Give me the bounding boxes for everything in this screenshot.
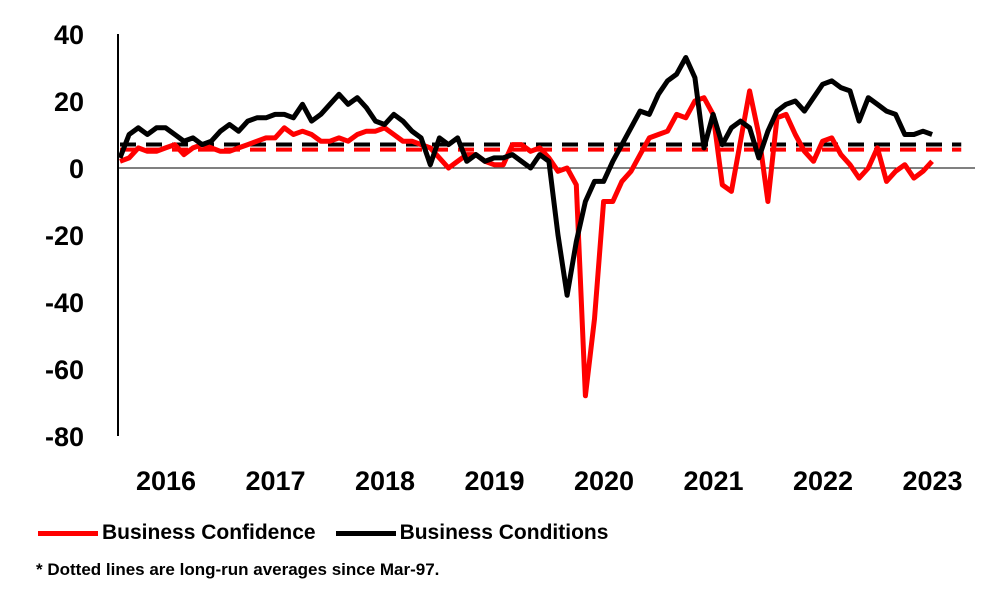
x-tick-label: 2020 xyxy=(574,466,634,496)
x-tick-label: 2022 xyxy=(793,466,853,496)
series-line-business-confidence xyxy=(119,88,934,399)
x-tick-label: 2019 xyxy=(464,466,524,496)
legend-swatch-black xyxy=(335,530,396,536)
x-tick-label: 2016 xyxy=(136,466,196,496)
legend-swatch-red xyxy=(38,530,98,536)
legend-item-business-conditions: Business Conditions xyxy=(335,521,609,545)
y-tick-label: -80 xyxy=(45,422,84,452)
y-tick-label: 0 xyxy=(69,154,84,184)
y-tick-label: 40 xyxy=(54,20,84,50)
y-tick-label: 20 xyxy=(54,87,84,117)
y-axis-ticks: 40 20 0 -20 -40 -60 -80 xyxy=(45,20,84,452)
y-tick-label: -60 xyxy=(45,355,84,385)
x-tick-label: 2021 xyxy=(683,466,743,496)
x-axis-ticks: 2016 2017 2018 2019 2020 2021 2022 2023 xyxy=(136,466,963,496)
series-lines xyxy=(117,55,934,399)
legend-label-business-conditions: Business Conditions xyxy=(399,521,609,544)
legend-label-business-confidence: Business Confidence xyxy=(102,521,316,544)
legend: Business Confidence Business Conditions xyxy=(38,521,628,545)
y-tick-label: -40 xyxy=(45,288,84,318)
x-tick-label: 2023 xyxy=(902,466,962,496)
x-tick-label: 2018 xyxy=(355,466,415,496)
footnote: * Dotted lines are long-run averages sin… xyxy=(36,560,440,579)
series-line-business-conditions xyxy=(117,55,933,298)
y-tick-label: -20 xyxy=(45,221,84,251)
x-tick-label: 2017 xyxy=(245,466,305,496)
legend-item-business-confidence: Business Confidence xyxy=(38,521,316,545)
